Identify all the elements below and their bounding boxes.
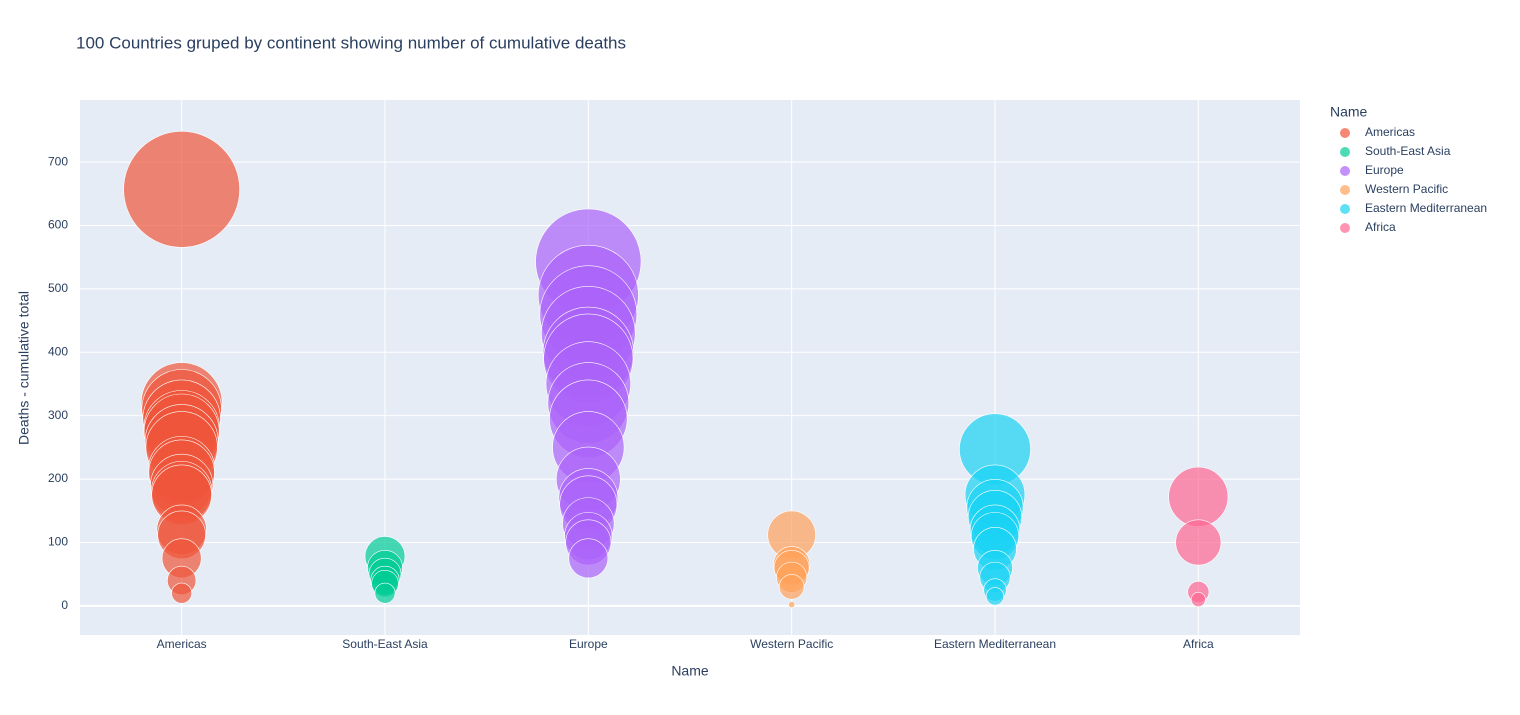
y-tick-label: 200 — [48, 471, 68, 485]
y-tick-label: 0 — [61, 598, 68, 612]
bubble — [788, 601, 796, 609]
x-tick-label: Americas — [157, 637, 207, 651]
x-tick-label: Europe — [569, 637, 608, 651]
legend-label: Europe — [1365, 163, 1404, 177]
y-tick-label: 700 — [48, 154, 68, 168]
y-tick-label: 100 — [48, 535, 68, 549]
legend-label: Africa — [1365, 220, 1396, 234]
legend-marker — [1340, 128, 1350, 138]
legend-marker — [1340, 166, 1350, 176]
chart-title: 100 Countries gruped by continent showin… — [76, 33, 626, 52]
bubble — [985, 587, 1005, 606]
x-tick-label: South-East Asia — [342, 637, 428, 651]
y-tick-label: 600 — [48, 218, 68, 232]
legend-label: South-East Asia — [1365, 144, 1451, 158]
bubble — [568, 538, 609, 579]
x-tick-label: Western Pacific — [750, 637, 833, 651]
legend-label: Eastern Mediterranean — [1365, 201, 1487, 215]
y-tick-label: 300 — [48, 408, 68, 422]
bubble — [778, 574, 805, 600]
legend-marker — [1340, 204, 1350, 214]
bubble — [374, 582, 396, 604]
y-tick-label: 500 — [48, 281, 68, 295]
legend-marker — [1340, 147, 1350, 157]
legend-title: Name — [1330, 104, 1368, 120]
legend-marker — [1340, 185, 1350, 195]
bubble — [1168, 466, 1229, 527]
bubble — [171, 582, 193, 604]
bubble — [1175, 519, 1222, 566]
x-tick-label: Africa — [1183, 637, 1214, 651]
legend-label: Americas — [1365, 125, 1415, 139]
bubble — [123, 131, 240, 248]
plot-area — [80, 100, 1300, 635]
x-axis-title: Name — [671, 663, 709, 679]
y-tick-label: 400 — [48, 344, 68, 358]
legend-marker — [1340, 223, 1350, 233]
x-tick-label: Eastern Mediterranean — [934, 637, 1056, 651]
legend-label: Western Pacific — [1365, 182, 1448, 196]
y-axis-title: Deaths - cumulative total — [16, 291, 32, 445]
bubble — [1190, 592, 1206, 607]
